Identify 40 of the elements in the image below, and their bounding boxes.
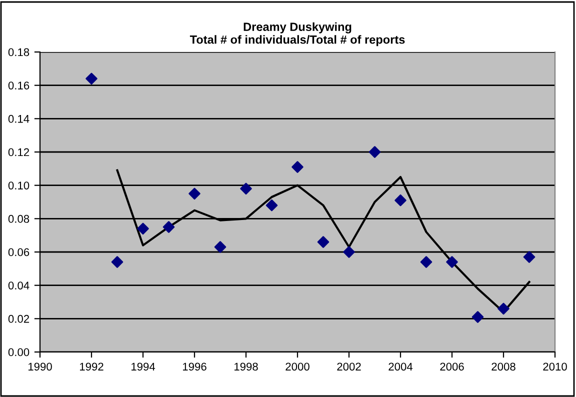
chart-title: Dreamy Duskywing Total # of individuals/Total # of reports [190, 22, 405, 46]
point [317, 236, 330, 248]
x-tick-label: 1992 [80, 362, 104, 371]
y-tick-label: 0.16 [8, 82, 30, 90]
point [162, 221, 175, 233]
x-tick-label: 1994 [131, 362, 156, 371]
point [188, 188, 200, 200]
y-tick-label: 0.14 [8, 114, 30, 123]
x-tick-label: 1998 [234, 362, 258, 371]
point [292, 161, 304, 173]
x-tick-label: 2006 [440, 362, 464, 371]
y-tick-label: 0.08 [8, 214, 30, 223]
y-tick-label: 0.02 [8, 314, 30, 323]
point [446, 256, 458, 268]
x-tick-label: 2008 [492, 362, 516, 371]
point [343, 246, 355, 258]
x-tick-label: 2000 [286, 362, 310, 371]
point [368, 146, 381, 158]
point [498, 302, 510, 315]
x-tick-label: 2010 [543, 362, 567, 371]
y-tick-label: 0.18 [8, 48, 30, 56]
point [394, 194, 406, 206]
point [111, 256, 124, 268]
y-tick-label: 0.10 [8, 182, 30, 190]
x-tick-label: 2004 [388, 362, 413, 371]
point [266, 199, 278, 212]
x-tick-label: 1996 [182, 362, 206, 371]
point [86, 72, 98, 85]
point [214, 241, 226, 253]
x-tick-label: 2002 [337, 362, 361, 371]
y-tick-label: 0.04 [8, 282, 30, 290]
point [240, 182, 252, 195]
point [523, 251, 536, 263]
point [472, 311, 484, 323]
point [420, 256, 432, 268]
y-tick-label: 0.12 [8, 148, 30, 156]
point [137, 222, 149, 235]
x-tick-label: 1990 [28, 362, 52, 371]
y-tick-label: 0.00 [8, 348, 30, 356]
y-tick-label: 0.06 [8, 248, 30, 256]
